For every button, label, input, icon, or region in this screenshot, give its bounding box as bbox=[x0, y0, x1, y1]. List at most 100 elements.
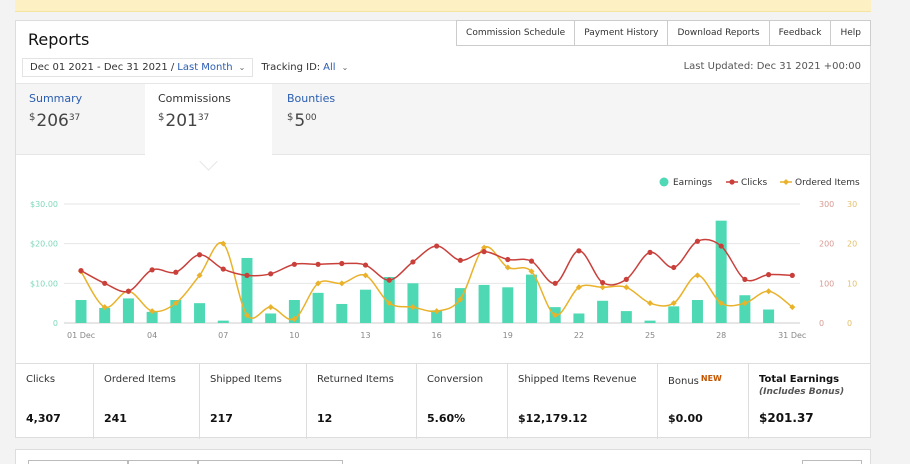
earnings-bar bbox=[265, 313, 277, 323]
stat-label: Total Earnings bbox=[759, 374, 840, 385]
stat-bonus: Bonus NEW $0.00 bbox=[658, 364, 749, 439]
ordered-items-point bbox=[623, 284, 630, 291]
clicks-point bbox=[220, 266, 226, 272]
commission-schedule-button[interactable]: Commission Schedule bbox=[456, 20, 576, 46]
ordered-items-point bbox=[481, 244, 488, 251]
earnings-bar bbox=[620, 311, 632, 323]
ordered-items-point bbox=[552, 312, 559, 319]
date-preset-label: Last Month bbox=[177, 61, 233, 73]
clicks-point bbox=[505, 256, 511, 263]
clicks-point bbox=[149, 267, 155, 273]
earnings-bar bbox=[454, 288, 466, 323]
y-right2-tick-label: 20 bbox=[847, 240, 857, 249]
earnings-bar bbox=[763, 309, 775, 323]
ordered-items-point bbox=[362, 272, 369, 279]
stat-conversion: Conversion 5.60% bbox=[417, 364, 508, 439]
next-section-tab[interactable] bbox=[198, 460, 343, 464]
stat-label: Clicks bbox=[26, 374, 56, 385]
x-tick-label: 10 bbox=[289, 331, 299, 340]
tab-bounties[interactable]: Bounties $500 bbox=[274, 84, 402, 157]
next-section-tab[interactable] bbox=[128, 460, 198, 464]
next-section-tab[interactable] bbox=[28, 460, 128, 464]
stat-shipped-items: Shipped Items 217 bbox=[200, 364, 307, 439]
tracking-id-dropdown[interactable]: Tracking ID: All ⌄ bbox=[261, 62, 348, 73]
legend-earnings-label: Earnings bbox=[673, 178, 712, 188]
date-range-dropdown[interactable]: Dec 01 2021 - Dec 31 2021 / Last Month ⌄ bbox=[22, 58, 254, 77]
tracking-id-value: All bbox=[323, 62, 336, 73]
chevron-down-icon: ⌄ bbox=[341, 63, 349, 72]
download-reports-button[interactable]: Download Reports bbox=[668, 20, 770, 46]
feedback-button[interactable]: Feedback bbox=[769, 20, 832, 46]
clicks-point bbox=[268, 271, 274, 277]
ordered-items-point bbox=[504, 264, 511, 271]
earnings-bar bbox=[170, 299, 182, 323]
earnings-bar bbox=[573, 313, 585, 323]
tab-summary[interactable]: Summary $20637 bbox=[16, 84, 144, 157]
legend-ordered-items-label: Ordered Items bbox=[795, 178, 860, 188]
page-title: Reports bbox=[28, 30, 90, 49]
earnings-bar bbox=[644, 320, 656, 323]
ordered-items-point bbox=[409, 304, 416, 311]
ordered-items-point bbox=[599, 284, 606, 291]
clicks-point bbox=[410, 259, 416, 265]
y-right-tick-label: 0 bbox=[819, 319, 824, 328]
stat-shipped-items-revenue: Shipped Items Revenue $12,179.12 bbox=[508, 364, 658, 439]
stat-ordered-items: Ordered Items 241 bbox=[94, 364, 200, 439]
earnings-bar bbox=[691, 299, 703, 323]
stat-value: $0.00 bbox=[668, 412, 703, 425]
ordered-items-point bbox=[315, 280, 322, 287]
ordered-items-point bbox=[291, 316, 298, 323]
tracking-id-label: Tracking ID: bbox=[261, 62, 321, 73]
tab-commissions[interactable]: Commissions $20137 bbox=[145, 84, 272, 157]
x-tick-label: 25 bbox=[645, 331, 655, 340]
ordered-items-point bbox=[718, 300, 725, 307]
clicks-point bbox=[315, 261, 321, 267]
earnings-bar bbox=[360, 289, 372, 323]
ordered-items-point bbox=[101, 304, 108, 311]
clicks-point bbox=[102, 280, 108, 286]
tab-bounties-label: Bounties bbox=[287, 92, 336, 105]
x-tick-label: 19 bbox=[503, 331, 513, 340]
stat-label: Conversion bbox=[427, 374, 484, 385]
next-section-button[interactable] bbox=[802, 460, 862, 464]
x-tick-label: 01 Dec bbox=[67, 331, 95, 340]
tab-commissions-value: $20137 bbox=[158, 111, 210, 131]
clicks-point bbox=[528, 258, 535, 264]
y-right2-tick-label: 10 bbox=[847, 279, 857, 288]
stat-label: Bonus NEW bbox=[668, 374, 722, 387]
earnings-bar bbox=[715, 220, 727, 323]
report-actions: Commission Schedule Payment History Down… bbox=[456, 20, 871, 46]
ordered-items-point bbox=[528, 268, 535, 275]
earnings-bar bbox=[146, 311, 158, 323]
legend-clicks-swatch bbox=[729, 179, 735, 185]
stat-label: Returned Items bbox=[317, 374, 394, 385]
payment-history-button[interactable]: Payment History bbox=[575, 20, 669, 46]
stat-value: 5.60% bbox=[427, 412, 466, 425]
stat-sublabel: (Includes Bonus) bbox=[759, 387, 845, 397]
ordered-items-point bbox=[694, 272, 701, 279]
y-left-tick-label: $10.00 bbox=[30, 279, 58, 288]
clicks-point bbox=[647, 249, 653, 255]
ordered-items-point bbox=[338, 280, 345, 287]
help-button[interactable]: Help bbox=[831, 20, 871, 46]
ordered-items-point bbox=[243, 312, 250, 319]
ordered-items-point bbox=[670, 300, 677, 307]
earnings-bar bbox=[383, 276, 395, 323]
legend-clicks-label: Clicks bbox=[741, 178, 767, 188]
clicks-point bbox=[789, 272, 795, 278]
clicks-point bbox=[623, 276, 629, 282]
x-tick-label: 22 bbox=[574, 331, 584, 340]
summary-tabs: Summary $20637 Commissions $20137 Bounti… bbox=[16, 83, 870, 157]
x-tick-label: 16 bbox=[432, 331, 442, 340]
earnings-bar bbox=[122, 298, 134, 323]
clicks-point bbox=[434, 243, 440, 249]
clicks-point bbox=[765, 272, 772, 278]
clicks-point bbox=[173, 269, 179, 275]
clicks-point bbox=[481, 249, 487, 255]
y-right-tick-label: 300 bbox=[819, 200, 834, 209]
earnings-bar bbox=[739, 295, 751, 323]
tab-summary-value: $20637 bbox=[29, 111, 81, 131]
tab-summary-label: Summary bbox=[29, 92, 83, 105]
clicks-point bbox=[125, 288, 132, 294]
clicks-point bbox=[552, 280, 558, 286]
